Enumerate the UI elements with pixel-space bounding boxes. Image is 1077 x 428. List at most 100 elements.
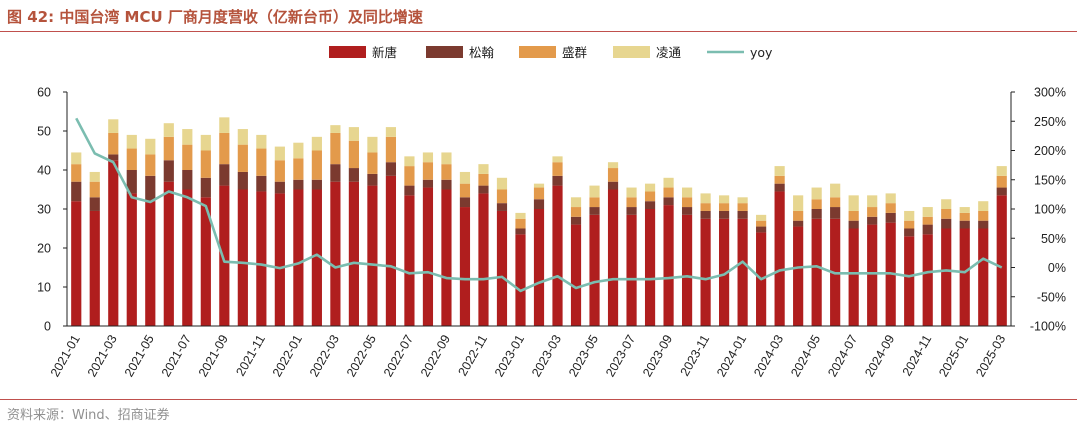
bar-2024-01-s2 <box>737 203 748 211</box>
bar-2023-11-s1 <box>700 210 711 219</box>
bar-2024-01-s0 <box>737 218 748 326</box>
bar-2022-10-s1 <box>459 197 471 208</box>
bar-2021-07-s1 <box>182 170 193 190</box>
bar-2021-11-s3 <box>256 134 267 149</box>
bar-2021-05-s2 <box>145 154 156 176</box>
bar-2021-05-s3 <box>145 138 156 155</box>
bar-2023-11-s2 <box>700 203 711 211</box>
bar-2021-10-s0 <box>237 189 248 326</box>
bar-2023-06-s0 <box>607 189 619 326</box>
bar-2024-10-s1 <box>904 228 915 237</box>
bar-2023-04-s3 <box>570 197 582 208</box>
bar-2022-09-s2 <box>441 164 452 180</box>
bar-2021-06-s1 <box>163 160 174 182</box>
bar-2023-06-s1 <box>607 181 619 190</box>
bar-2024-03-s0 <box>774 191 785 326</box>
legend-label: 凌通 <box>656 45 682 60</box>
x-tick-label: 2023-07 <box>603 332 638 379</box>
bar-2023-10-s1 <box>681 207 693 215</box>
bar-2023-07-s1 <box>626 207 637 215</box>
bar-2024-07-s2 <box>848 210 859 221</box>
bar-2023-09-s0 <box>663 205 674 326</box>
bar-2023-01-s3 <box>515 212 526 219</box>
bar-2024-07-s0 <box>848 228 859 326</box>
x-tick-label: 2024-01 <box>714 332 749 379</box>
bar-2022-01-s2 <box>293 158 304 180</box>
bar-2021-08-s1 <box>200 177 211 198</box>
bar-2023-08-s3 <box>644 183 656 192</box>
bar-2024-08-s0 <box>867 224 878 326</box>
bar-2022-11-s3 <box>478 164 489 174</box>
y2-tick-label: 150% <box>1034 173 1066 187</box>
bar-2022-10-s2 <box>459 183 471 198</box>
y-tick-label: 30 <box>37 203 51 217</box>
legend-label: 新唐 <box>372 45 397 60</box>
bar-2023-05-s0 <box>589 214 600 326</box>
bar-2021-02-s1 <box>89 197 100 211</box>
bar-2025-02-s1 <box>978 220 989 229</box>
bar-2024-05-s2 <box>811 199 822 209</box>
bar-2021-09-s1 <box>219 164 230 186</box>
bar-2022-01-s1 <box>293 179 304 190</box>
bar-2024-09-s3 <box>885 193 896 204</box>
bar-2022-02-s2 <box>311 150 322 180</box>
bar-2021-10-s3 <box>237 129 248 145</box>
bar-2022-02-s1 <box>311 179 322 190</box>
bar-2024-07-s3 <box>848 195 859 211</box>
legend-swatch <box>426 46 463 58</box>
x-tick-label: 2021-05 <box>122 332 157 379</box>
bar-2023-03-s1 <box>552 175 563 186</box>
x-tick-label: 2021-07 <box>159 332 194 379</box>
bar-2022-08-s3 <box>422 152 434 163</box>
bar-2024-04-s1 <box>793 220 804 227</box>
bar-2023-10-s0 <box>681 214 693 326</box>
bar-2025-03-s3 <box>996 166 1007 176</box>
bar-2021-05-s1 <box>145 175 156 202</box>
y2-tick-label: -100% <box>1030 320 1066 334</box>
bar-2022-07-s2 <box>404 166 415 186</box>
bar-2024-12-s3 <box>941 199 952 209</box>
bar-2023-12-s0 <box>719 218 730 326</box>
y-tick-label: 0 <box>44 320 51 334</box>
bar-2024-08-s3 <box>867 195 878 208</box>
bar-2024-03-s1 <box>774 183 785 192</box>
bar-2023-02-s1 <box>533 199 545 209</box>
bar-2021-04-s3 <box>126 134 137 149</box>
bar-2021-06-s2 <box>163 136 174 161</box>
bar-2022-02-s0 <box>311 189 322 326</box>
bar-2022-04-s2 <box>348 140 359 169</box>
bar-2022-12-s0 <box>496 210 508 326</box>
x-tick-label: 2021-09 <box>196 332 231 379</box>
bar-2021-09-s0 <box>219 185 230 326</box>
bar-2021-04-s0 <box>126 193 137 326</box>
bar-2024-12-s1 <box>941 218 952 229</box>
bar-2025-03-s1 <box>996 187 1007 196</box>
bar-2025-02-s0 <box>978 228 989 326</box>
bar-2021-12-s1 <box>274 181 285 194</box>
legend-label: yoy <box>750 45 773 60</box>
bar-2022-06-s2 <box>385 136 397 163</box>
bar-2024-06-s2 <box>830 197 841 208</box>
bar-2025-03-s0 <box>996 195 1007 326</box>
bar-2023-11-s0 <box>700 218 711 326</box>
y-tick-label: 20 <box>37 242 51 256</box>
bar-2022-05-s1 <box>367 173 378 186</box>
y-tick-label: 60 <box>37 86 51 100</box>
bar-2023-04-s0 <box>570 224 582 326</box>
x-tick-label: 2023-01 <box>492 332 527 379</box>
bar-2024-11-s2 <box>922 216 933 225</box>
bar-2024-12-s0 <box>941 228 952 326</box>
legend-label: 盛群 <box>562 45 588 60</box>
bar-2024-04-s2 <box>793 210 804 221</box>
bar-2024-12-s2 <box>941 209 952 219</box>
y2-tick-label: -50% <box>1037 290 1066 304</box>
bar-2021-01-s2 <box>71 164 82 182</box>
bar-2021-11-s0 <box>256 191 267 326</box>
bar-2022-04-s1 <box>348 168 359 182</box>
bar-2024-10-s0 <box>904 236 915 326</box>
bar-2023-05-s3 <box>589 185 600 198</box>
bar-2021-03-s1 <box>108 154 119 161</box>
bar-2021-01-s0 <box>71 201 82 326</box>
bar-2022-12-s3 <box>496 177 508 190</box>
bar-2023-08-s0 <box>644 209 656 326</box>
